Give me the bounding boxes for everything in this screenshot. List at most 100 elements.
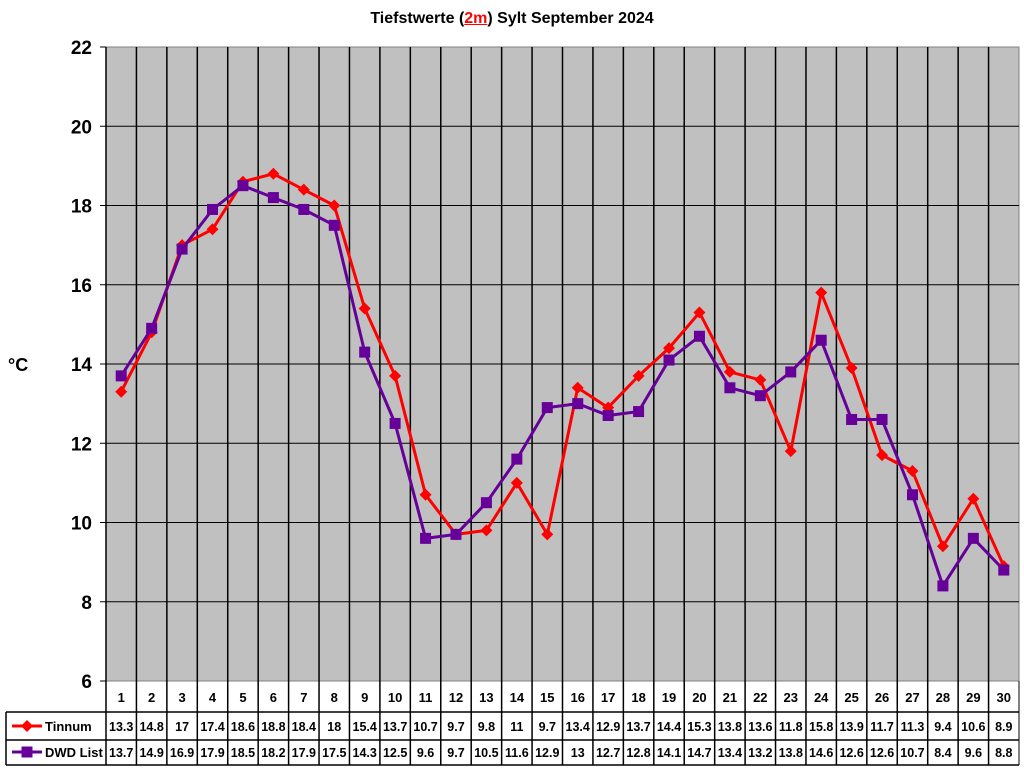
y-tick-label: 8 <box>81 593 92 614</box>
square-marker <box>998 564 1010 576</box>
x-category-label: 2 <box>148 690 155 705</box>
table-cell: 12.6 <box>870 746 894 760</box>
diamond-marker <box>571 381 584 394</box>
y-tick-label: 12 <box>71 434 92 455</box>
table-cell: 8.4 <box>934 746 951 760</box>
table-cell: 10.7 <box>900 746 924 760</box>
diamond-marker <box>784 445 797 458</box>
x-category-label: 24 <box>814 690 829 705</box>
x-category-label: 13 <box>479 690 493 705</box>
x-category-label: 8 <box>331 690 338 705</box>
table-cell: 10.7 <box>413 720 437 734</box>
x-category-label: 12 <box>449 690 463 705</box>
x-category-label: 22 <box>753 690 767 705</box>
square-marker <box>176 243 188 255</box>
table-cell: 9.8 <box>478 720 495 734</box>
table-cell: 13.2 <box>748 746 772 760</box>
series-line <box>119 172 1006 567</box>
legend-diamond-icon <box>21 720 33 732</box>
table-cell: 15.8 <box>809 720 833 734</box>
table-cell: 18.8 <box>261 720 285 734</box>
diamond-marker <box>358 302 371 315</box>
diamond-marker <box>267 167 280 180</box>
x-category-label: 21 <box>723 690 737 705</box>
diamond-marker <box>206 223 219 236</box>
table-cell: 11 <box>510 720 523 734</box>
square-marker <box>237 180 249 192</box>
square-marker <box>207 203 219 215</box>
table-cell: 13.4 <box>566 720 590 734</box>
diamond-marker <box>906 464 919 477</box>
square-marker <box>267 192 279 204</box>
x-category-label: 15 <box>540 690 554 705</box>
x-category-label: 28 <box>936 690 950 705</box>
table-cell: 14.7 <box>687 746 711 760</box>
table-cell: 13.6 <box>748 720 772 734</box>
table-cell: 16.9 <box>170 746 194 760</box>
y-tick-label: 18 <box>71 197 92 218</box>
diamond-marker <box>328 199 341 212</box>
square-marker <box>328 219 340 231</box>
table-cell: 10.6 <box>961 720 985 734</box>
square-marker <box>754 390 766 402</box>
square-marker <box>541 402 553 414</box>
x-category-label: 17 <box>601 690 615 705</box>
legend-square-icon <box>21 746 33 758</box>
table-cell: 14.6 <box>809 746 833 760</box>
table-cell: 8.8 <box>995 746 1012 760</box>
diamond-marker <box>510 476 523 489</box>
square-marker <box>572 398 584 410</box>
table-cell: 18.6 <box>231 720 255 734</box>
table-cell: 14.1 <box>657 746 681 760</box>
table-cell: 14.9 <box>139 746 163 760</box>
legend-label: Tinnum <box>45 719 92 734</box>
diamond-marker <box>389 369 402 382</box>
table-cell: 9.7 <box>539 720 556 734</box>
x-category-label: 20 <box>692 690 706 705</box>
diamond-marker <box>480 524 493 537</box>
x-category-label: 29 <box>966 690 980 705</box>
square-marker <box>785 366 797 378</box>
table-cell: 12.9 <box>535 746 559 760</box>
square-marker <box>146 322 158 334</box>
diamond-marker <box>115 385 128 398</box>
y-axis-label: °C <box>8 355 28 375</box>
square-marker <box>663 354 675 366</box>
table-cell: 9.6 <box>417 746 434 760</box>
x-category-label: 10 <box>388 690 402 705</box>
x-category-label: 19 <box>662 690 676 705</box>
table-cell: 14.8 <box>139 720 163 734</box>
x-category-label: 23 <box>784 690 798 705</box>
table-cell: 17.9 <box>200 746 224 760</box>
table-cell: 12.7 <box>596 746 620 760</box>
x-category-label: 26 <box>875 690 889 705</box>
table-cell: 9.7 <box>447 720 464 734</box>
y-tick-label: 14 <box>71 355 93 376</box>
x-category-label: 18 <box>631 690 645 705</box>
table-cell: 9.4 <box>934 720 951 734</box>
square-marker <box>389 417 401 429</box>
y-tick-label: 22 <box>71 38 92 59</box>
x-category-label: 1 <box>118 690 125 705</box>
series-dwd-list <box>115 180 1010 592</box>
square-marker <box>906 489 918 501</box>
diamond-marker <box>876 449 889 462</box>
table-cell: 18.5 <box>231 746 255 760</box>
x-category-label: 30 <box>997 690 1011 705</box>
diamond-marker <box>632 369 645 382</box>
diamond-marker <box>723 365 736 378</box>
table-cell: 12.5 <box>383 746 407 760</box>
x-category-label: 27 <box>905 690 919 705</box>
x-category-label: 5 <box>239 690 246 705</box>
y-tick-label: 10 <box>71 514 92 535</box>
table-cell: 12.9 <box>596 720 620 734</box>
table-cell: 11.3 <box>901 720 925 734</box>
square-marker <box>937 580 949 592</box>
table-cell: 18.4 <box>292 720 316 734</box>
square-marker <box>480 497 492 509</box>
table-cell: 12.6 <box>839 746 863 760</box>
title-highlight: 2m <box>464 10 488 27</box>
table-cell: 15.3 <box>687 720 711 734</box>
table-cell: 8.9 <box>995 720 1012 734</box>
